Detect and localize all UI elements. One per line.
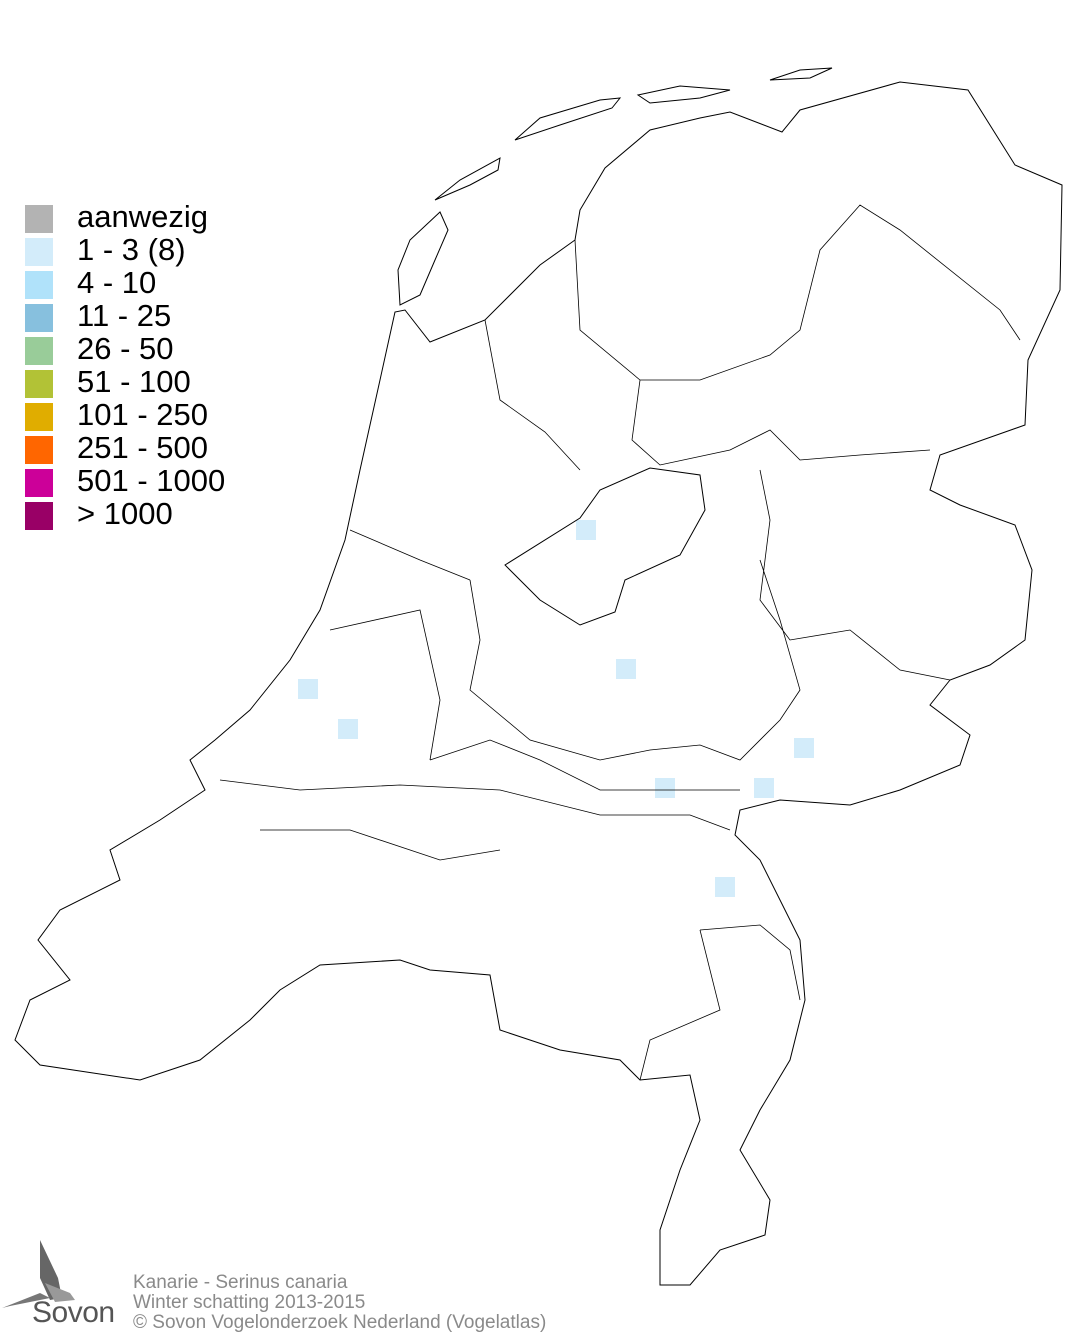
legend-label: 51 - 100 — [77, 364, 191, 399]
island-ameland — [636, 85, 731, 104]
logo-text: Sovon — [32, 1296, 115, 1329]
flevoland-outline — [504, 467, 706, 626]
island-texel — [397, 211, 449, 306]
occupied-cell — [754, 778, 774, 798]
legend-label: 501 - 1000 — [77, 463, 226, 498]
legend-label: 1 - 3 (8) — [77, 232, 186, 267]
province-borders — [219, 204, 1021, 1081]
map-caption: Kanarie - Serinus canaria Winter schatti… — [133, 1273, 546, 1333]
legend-label: 101 - 250 — [77, 397, 208, 432]
legend-label: > 1000 — [77, 496, 173, 531]
occupied-cell — [298, 679, 318, 699]
occupied-cells — [298, 520, 814, 897]
legend-swatch — [25, 469, 53, 497]
legend-swatch — [25, 502, 53, 530]
legend-label: 4 - 10 — [77, 265, 157, 300]
copyright: © Sovon Vogelonderzoek Nederland (Vogela… — [133, 1312, 547, 1333]
legend-swatch — [25, 205, 53, 233]
sovon-swallow-logo — [2, 1240, 75, 1308]
species-name: Kanarie - Serinus canaria — [133, 1272, 348, 1293]
island-terschelling — [514, 97, 622, 141]
island-vlieland — [434, 157, 501, 201]
island-schiermonnikoog — [769, 67, 833, 81]
occupied-cell — [794, 738, 814, 758]
legend-swatch — [25, 403, 53, 431]
legend-swatch — [25, 337, 53, 365]
occupied-cell — [715, 877, 735, 897]
occupied-cell — [655, 778, 675, 798]
legend-label: 11 - 25 — [77, 298, 172, 333]
legend-swatch — [25, 436, 53, 464]
season-label: Winter schatting 2013-2015 — [133, 1292, 366, 1313]
occupied-cell — [576, 520, 596, 540]
occupied-cell — [338, 719, 358, 739]
map-outlines — [14, 67, 1063, 1286]
legend-swatch — [25, 271, 53, 299]
occupied-cell — [616, 659, 636, 679]
legend-label: 251 - 500 — [77, 430, 208, 465]
legend-label: aanwezig — [77, 199, 208, 234]
legend-swatch — [25, 370, 53, 398]
country-outline — [14, 81, 1063, 1286]
legend-label: 26 - 50 — [77, 331, 174, 366]
legend-swatch — [25, 304, 53, 332]
legend-swatch — [25, 238, 53, 266]
